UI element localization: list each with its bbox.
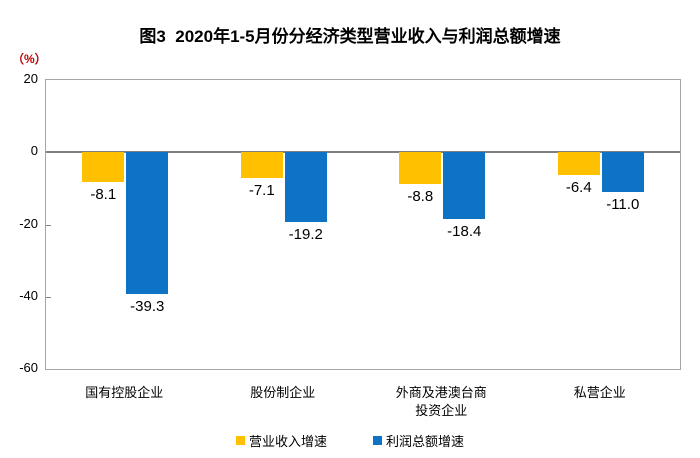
chart-title: 图3 2020年1-5月份分经济类型营业收入与利润总额增速: [139, 27, 561, 46]
bar-revenue: [399, 152, 442, 185]
zero-gridline: [46, 151, 680, 154]
x-axis-category-label: 股份制企业: [250, 385, 316, 400]
y-axis-tick-label: -40: [19, 287, 38, 303]
legend-label: 利润总额增速: [386, 434, 465, 449]
bar-profit: [601, 152, 644, 192]
y-axis-tick-label: -60: [19, 360, 38, 375]
bar-data-label: -11.0: [606, 195, 640, 213]
x-axis-category-label: 私营企业: [573, 385, 626, 400]
bar-revenue: [240, 152, 283, 178]
y-axis-tick-label: -20: [19, 215, 38, 231]
legend-swatch-icon: [235, 436, 245, 445]
legend: 营业收入增速 利润总额增速: [0, 431, 700, 450]
legend-item-revenue: 营业收入增速: [235, 431, 327, 450]
legend-label: 营业收入增速: [248, 434, 327, 449]
y-axis-tick-label: 0: [30, 143, 38, 159]
bar-revenue: [82, 152, 125, 182]
x-axis-category-label: 国有控股企业: [85, 385, 164, 400]
bar-profit: [284, 152, 327, 222]
bar-revenue: [557, 152, 600, 176]
axis-tick-mark: [46, 296, 51, 298]
axis-tick-mark: [46, 224, 51, 226]
plot-area: -8.1 -39.3 -7.1 -19.2 -8.8 -18.4 -6.4 -11.0: [45, 79, 681, 370]
y-axis-tick-label: 20: [23, 71, 38, 86]
bar-profit: [126, 152, 169, 295]
x-axis-category-label: 外商及港澳台商 投资企业: [395, 385, 487, 418]
bar-data-label: -7.1: [248, 181, 275, 199]
bar-data-label: -8.8: [407, 188, 434, 206]
legend-item-profit: 利润总额增速: [373, 431, 464, 450]
bar-data-label: -6.4: [565, 179, 592, 197]
bar-data-label: -8.1: [90, 185, 117, 203]
bar-data-label: -18.4: [447, 222, 482, 240]
bar-profit: [443, 152, 486, 219]
bar-data-label: -39.3: [130, 298, 165, 316]
legend-swatch-icon: [373, 436, 382, 445]
y-axis-unit-label: （%）: [12, 52, 47, 66]
bar-data-label: -19.2: [288, 225, 323, 243]
